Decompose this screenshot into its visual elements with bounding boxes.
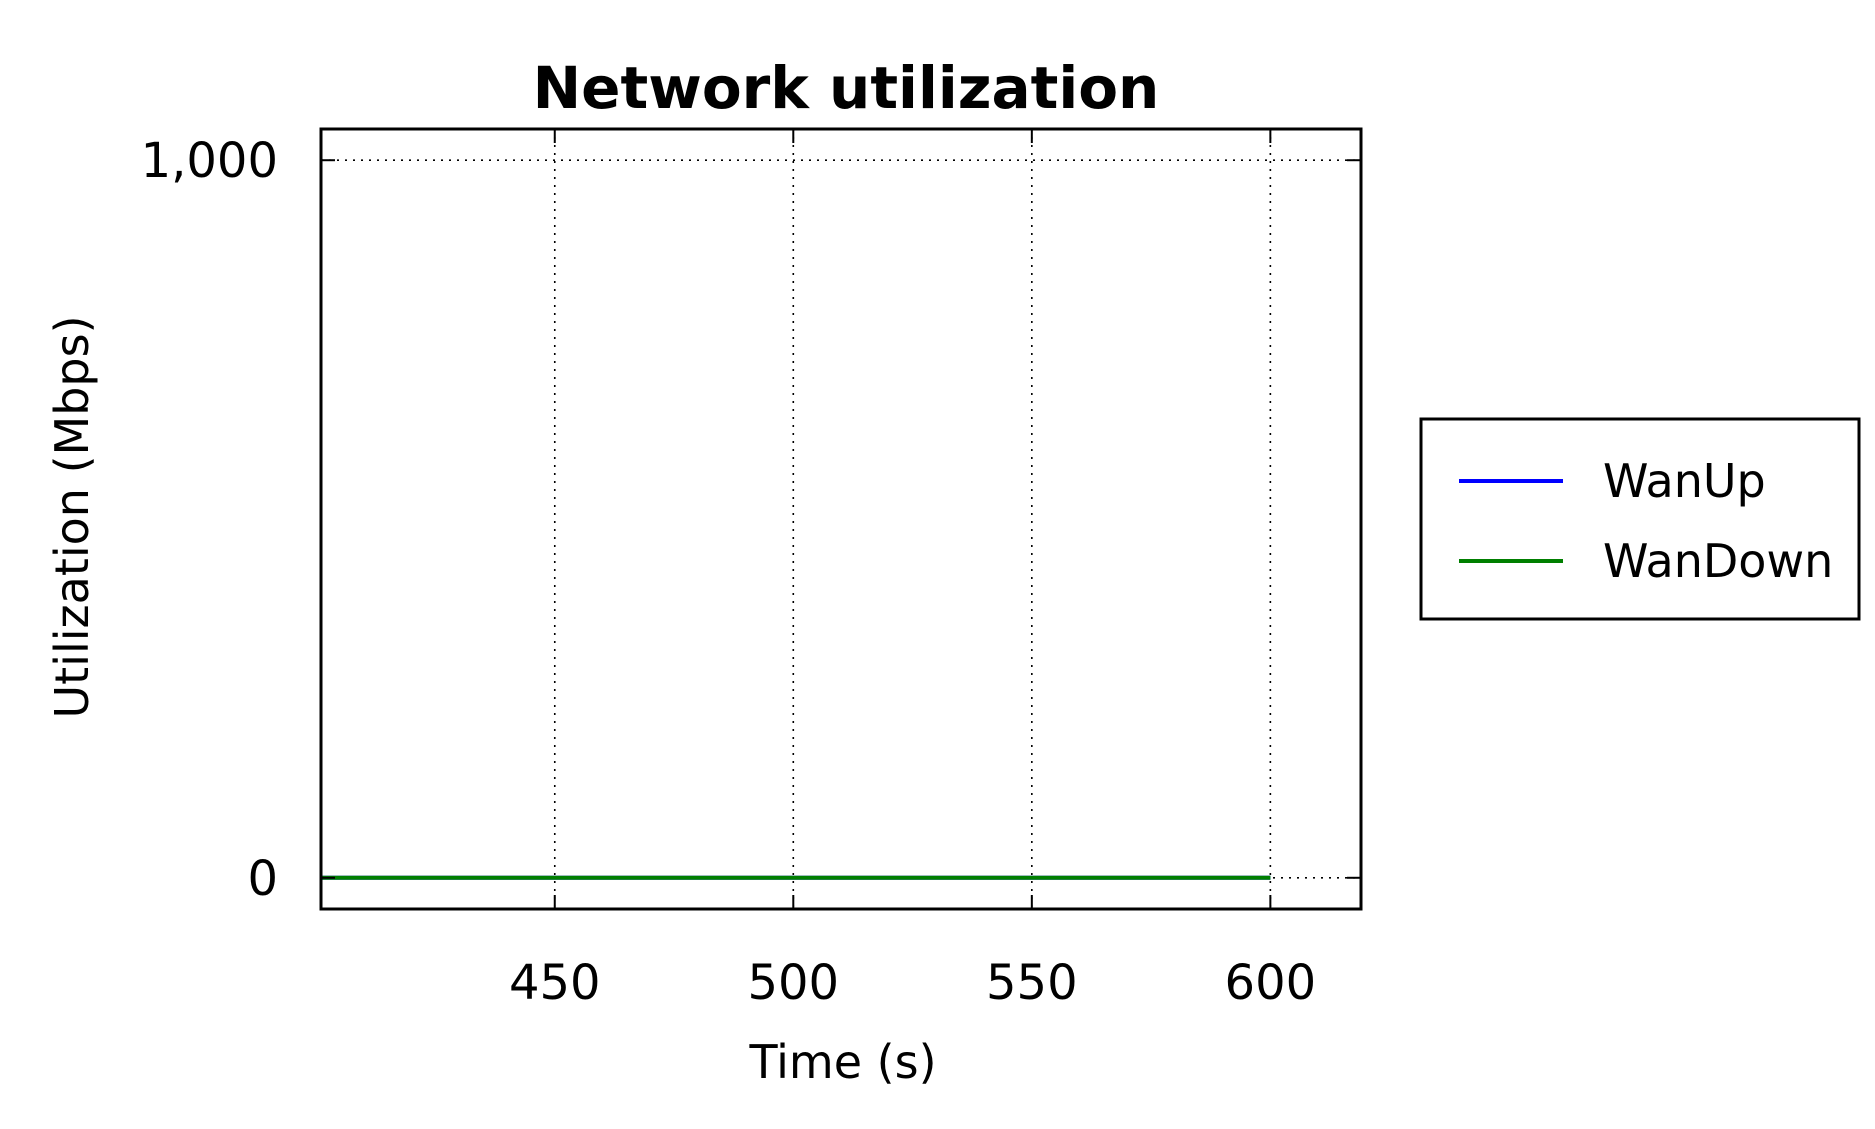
chart-title: Network utilization	[533, 54, 1160, 122]
x-tick-label: 500	[747, 955, 839, 1011]
axis-ticks: 450 500 550 600 0 1,000	[141, 129, 1361, 1011]
legend: WanUp WanDown	[1419, 417, 1861, 621]
x-tick-label: 600	[1225, 955, 1317, 1011]
y-axis-label: Utilization (Mbps)	[45, 315, 99, 718]
y-tick-label: 1,000	[141, 133, 278, 189]
x-tick-label: 550	[986, 955, 1078, 1011]
y-tick-label: 0	[247, 851, 278, 907]
grid-lines	[321, 129, 1361, 909]
legend-label-wanup: WanUp	[1603, 454, 1766, 508]
legend-items: WanUp WanDown	[1459, 454, 1833, 588]
legend-label-wandown: WanDown	[1603, 534, 1833, 588]
legend-box	[1419, 417, 1861, 621]
plot-frame	[319, 127, 1363, 911]
x-axis-label: Time (s)	[748, 1035, 936, 1089]
x-tick-label: 450	[509, 955, 601, 1011]
